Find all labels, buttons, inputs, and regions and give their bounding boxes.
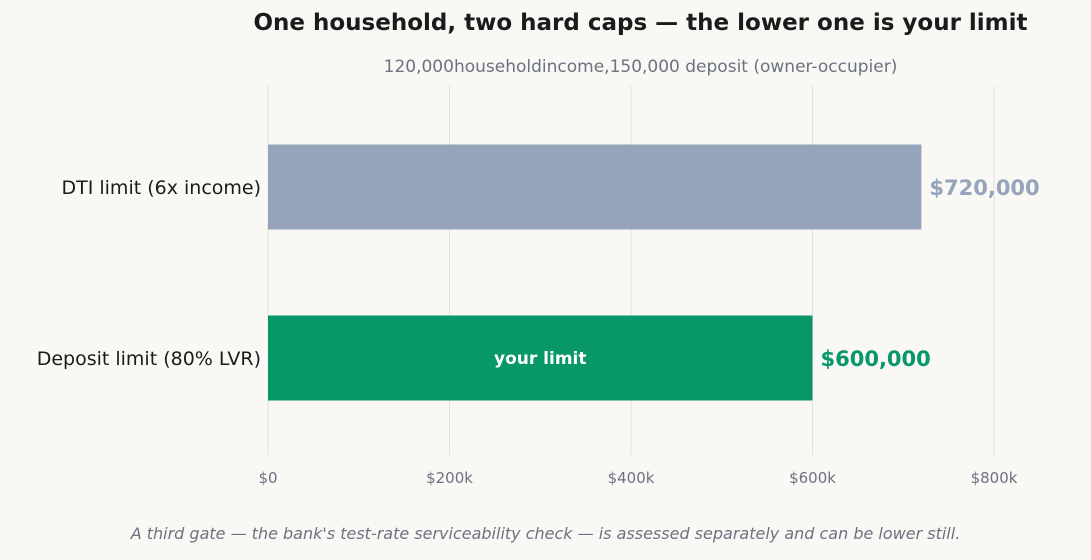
footnote: A third gate — the bank's test-rate serv…: [130, 524, 961, 543]
chart-subtitle: 120,000householdincome,150,000 deposit (…: [383, 57, 898, 77]
x-tick-label: $800k: [971, 469, 1018, 487]
category-label: DTI limit (6x income): [62, 177, 262, 199]
x-tick-label: $0: [258, 469, 277, 487]
labels: DTI limit (6x income) $720,000 Deposit lim…: [37, 176, 1040, 371]
value-label: $720,000: [929, 176, 1039, 200]
bar-dti-limit: [268, 144, 922, 230]
bar-inner-label: your limit: [494, 349, 587, 369]
x-tick-label: $600k: [789, 469, 836, 487]
value-label: $600,000: [821, 347, 931, 371]
x-axis-ticks: $0 $200k $400k $600k $800k: [258, 469, 1017, 487]
bars: [268, 144, 922, 401]
x-tick-label: $400k: [608, 469, 655, 487]
chart-title: One household, two hard caps — the lower…: [253, 10, 1028, 36]
category-label: Deposit limit (80% LVR): [37, 348, 261, 370]
x-tick-label: $200k: [426, 469, 473, 487]
bar-deposit-limit: [268, 315, 813, 401]
